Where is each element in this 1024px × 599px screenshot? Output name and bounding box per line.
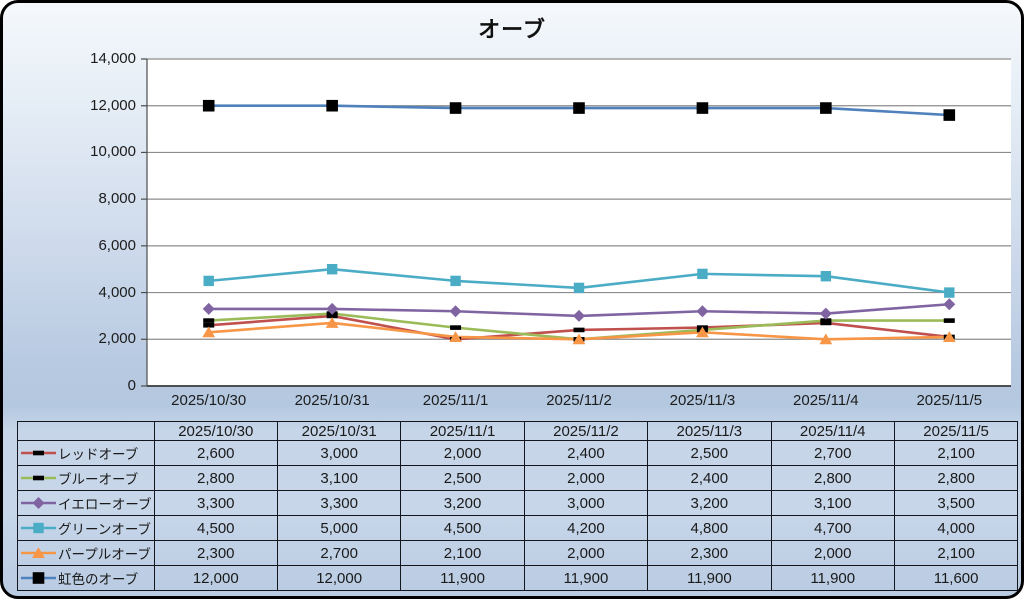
table-cell: 2,500 [647, 440, 772, 466]
table-cell: 4,000 [893, 515, 1019, 541]
table-cell: 4,800 [647, 515, 772, 541]
table-header-cell: 2025/11/1 [400, 421, 525, 441]
table-cell: 3,100 [770, 490, 895, 516]
y-axis-tick-label: 14,000 [90, 50, 136, 67]
table-cell: 2,100 [893, 440, 1019, 466]
table-header-cell: 2025/11/3 [647, 421, 772, 441]
legend-cell: レッドオーブ [17, 440, 155, 466]
table-corner-cell [17, 421, 155, 441]
table-cell: 11,900 [770, 565, 895, 591]
legend-marker-icon [21, 547, 56, 558]
table-cell: 2,000 [523, 540, 649, 566]
y-axis-tick-label: 10,000 [90, 143, 136, 161]
table-cell: 2,000 [523, 465, 649, 491]
table-cell: 2,400 [647, 465, 772, 491]
table-cell: 2,300 [153, 540, 278, 566]
x-axis-tick-label: 2025/10/30 [171, 392, 247, 409]
table-cell: 3,200 [647, 490, 772, 516]
legend-cell: 虹色のオーブ [17, 565, 155, 591]
table-cell: 11,600 [893, 565, 1019, 591]
y-axis-tick-label: 12,000 [90, 96, 136, 114]
y-axis-tick-label: 6,000 [98, 236, 136, 254]
chart-plot [141, 58, 1011, 387]
table-cell: 11,900 [647, 565, 772, 591]
table-cell: 2,800 [893, 465, 1019, 491]
legend-cell: パープルオーブ [17, 540, 155, 566]
table-row: 虹色のオーブ 12,000 12,000 11,900 11,900 11,900 11,9… [17, 565, 1019, 591]
table-cell: 4,200 [523, 515, 649, 541]
table-cell: 2,800 [153, 465, 278, 491]
series-name: パープルオーブ [58, 547, 151, 562]
table-cell: 3,300 [276, 490, 402, 516]
legend-marker-icon [21, 572, 56, 584]
legend-marker-icon [21, 450, 56, 456]
table-cell: 2,700 [770, 440, 895, 466]
table-cell: 12,000 [153, 565, 278, 591]
legend-cell: ブルーオーブ [17, 465, 155, 491]
table-cell: 2,600 [153, 440, 278, 466]
table-cell: 5,000 [276, 515, 402, 541]
table-cell: 2,100 [400, 540, 525, 566]
table-cell: 4,500 [153, 515, 278, 541]
table-cell: 3,000 [523, 490, 649, 516]
table-cell: 3,000 [276, 440, 402, 466]
table-cell: 12,000 [276, 565, 402, 591]
table-cell: 3,300 [153, 490, 278, 516]
legend-marker-icon [21, 497, 56, 509]
table-cell: 3,500 [893, 490, 1019, 516]
table-cell: 2,100 [893, 540, 1019, 566]
x-axis-tick-label: 2025/11/1 [422, 392, 489, 409]
table-cell: 2,000 [400, 440, 525, 466]
x-axis-tick-label: 2025/11/5 [916, 392, 983, 409]
table-row: レッドオーブ 2,600 3,000 2,000 2,400 2,500 2,700 2,10… [17, 440, 1019, 466]
y-axis-tick-label: 8,000 [98, 190, 136, 208]
y-axis-tick-label: 4,000 [98, 283, 136, 301]
table-cell: 4,500 [400, 515, 525, 541]
data-table: 2025/10/30 2025/10/31 2025/11/1 2025/11/2 20… [17, 421, 1019, 591]
y-axis-tick-label: 2,000 [98, 330, 136, 348]
table-cell: 2,700 [276, 540, 402, 566]
series-name: イエローオーブ [58, 497, 152, 512]
table-cell: 2,300 [647, 540, 772, 566]
table-cell: 4,700 [770, 515, 895, 541]
table-header-cell: 2025/11/2 [523, 421, 649, 441]
x-axis-tick-label: 2025/11/4 [793, 392, 859, 409]
table-row: パープルオーブ 2,300 2,700 2,100 2,000 2,300 2,000 2,1… [17, 540, 1019, 566]
table-header-row: 2025/10/30 2025/10/31 2025/11/1 2025/11/2 20… [17, 421, 1019, 441]
series-name: グリーンオーブ [58, 522, 152, 537]
table-cell: 2,400 [523, 440, 649, 466]
x-axis-tick-label: 2025/11/3 [669, 392, 736, 409]
x-axis-tick-label: 2025/11/2 [546, 392, 612, 409]
y-axis-tick-label: 0 [127, 377, 136, 394]
table-cell: 3,100 [276, 465, 402, 491]
legend-marker-icon [21, 522, 56, 534]
table-row: ブルーオーブ 2,800 3,100 2,500 2,000 2,400 2,800 2,80… [17, 465, 1019, 491]
legend-marker-icon [21, 475, 56, 481]
x-axis-tick-label: 2025/10/31 [294, 392, 370, 409]
legend-cell: グリーンオーブ [17, 515, 155, 541]
series-name: 虹色のオーブ [58, 572, 139, 587]
chart-title: オーブ [478, 17, 546, 42]
table-cell: 2,800 [770, 465, 895, 491]
table-cell: 11,900 [400, 565, 525, 591]
table-header-cell: 2025/11/5 [893, 421, 1019, 441]
table-cell: 11,900 [523, 565, 649, 591]
table-cell: 3,200 [400, 490, 525, 516]
table-header-cell: 2025/10/31 [276, 421, 402, 441]
table-cell: 2,500 [400, 465, 525, 491]
table-row: グリーンオーブ 4,500 5,000 4,500 4,200 4,800 4,700 4,0… [17, 515, 1019, 541]
table-cell: 2,000 [770, 540, 895, 566]
series-name: レッドオーブ [58, 447, 139, 462]
series-name: ブルーオーブ [58, 472, 139, 487]
table-header-cell: 2025/10/30 [153, 421, 278, 441]
table-header-cell: 2025/11/4 [770, 421, 895, 441]
table-row: イエローオーブ 3,300 3,300 3,200 3,000 3,200 3,100 3,5… [17, 490, 1019, 516]
legend-cell: イエローオーブ [17, 490, 155, 516]
